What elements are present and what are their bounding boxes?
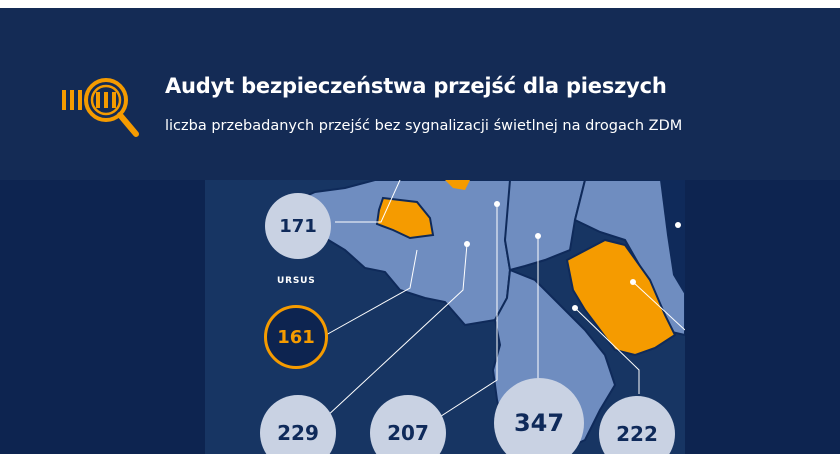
- count-bubble-161-ursus: 161: [264, 305, 328, 369]
- count-value: 347: [513, 409, 565, 437]
- count-bubble-229: 229: [260, 395, 336, 454]
- district-highlight-east: [565, 238, 677, 357]
- count-value: 222: [616, 422, 658, 446]
- count-value: 229: [277, 421, 319, 445]
- count-value: 171: [279, 215, 317, 237]
- leader-lines: [316, 180, 685, 421]
- count-value: 161: [277, 326, 315, 348]
- page-subtitle: liczba przebadanych przejść bez sygnaliz…: [165, 118, 683, 134]
- district-ursus: [375, 196, 435, 240]
- header-band: Audyt bezpieczeństwa przejść dla pieszyc…: [0, 8, 840, 180]
- crosswalk-magnifier-icon: [62, 78, 139, 137]
- district-highlight-top: [445, 180, 470, 190]
- count-bubble-207: 207: [370, 395, 446, 454]
- infographic: Audyt bezpieczeństwa przejść dla pieszyc…: [0, 8, 840, 454]
- count-value: 207: [387, 421, 429, 445]
- count-bubble-222: 222: [599, 396, 675, 454]
- page-title: Audyt bezpieczeństwa przejść dla pieszyc…: [165, 74, 667, 98]
- marker-dots: [464, 201, 681, 311]
- district-label-ursus: URSUS: [277, 276, 316, 286]
- count-bubble-171: 171: [265, 193, 331, 259]
- district-river-strip: [660, 180, 685, 295]
- count-bubble-347: 347: [494, 378, 584, 454]
